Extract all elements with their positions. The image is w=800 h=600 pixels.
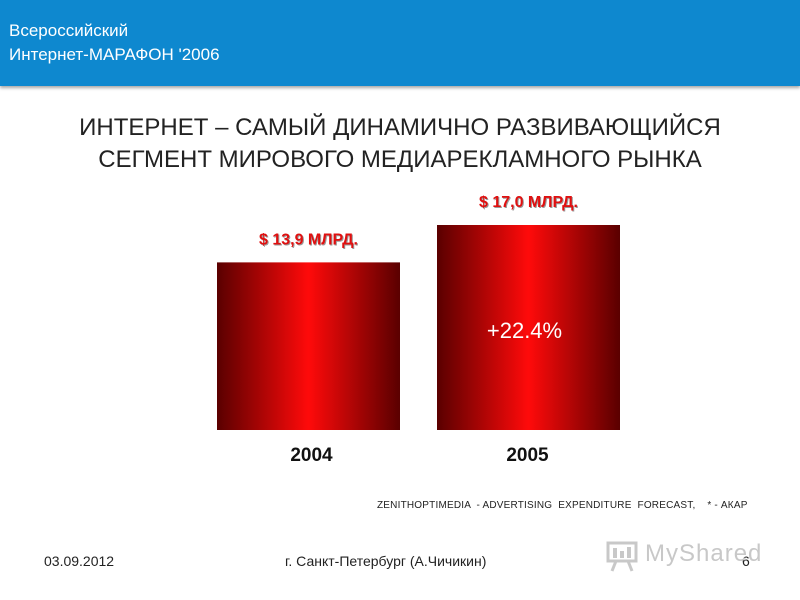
slide-title-line2: СЕГМЕНТ МИРОВОГО МЕДИАРЕКЛАМНОГО РЫНКА [98,146,702,173]
x-tick-label-2005: 2005 [506,445,549,466]
myshared-logo: MyShared [605,536,765,576]
presentation-board-icon [606,541,638,572]
header-title-line2: Интернет-МАРАФОН '2006 [9,45,220,64]
footer-date: 03.09.2012 [44,553,115,569]
growth-annotation: +22.4% [487,318,562,343]
header-title-line1: Всероссийский [9,21,129,40]
bar-2005 [437,225,620,430]
data-label-2004: $ 13,9 МЛРД. [259,231,358,248]
data-label-2005: $ 17,0 МЛРД. [479,194,578,211]
header-bar: Всероссийский Интернет-МАРАФОН '2006 [0,0,800,86]
bar-chart: $ 13,9 МЛРД.$ 13,9 МЛРД.2004$ 17,0 МЛРД.… [217,194,620,466]
data-label-shadow-2005: $ 17,0 МЛРД. [480,195,579,212]
logo-text: MyShared [645,540,763,567]
page-number: 6 [742,553,750,569]
slide-title: ИНТЕРНЕТ – САМЫЙ ДИНАМИЧНО РАЗВИВАЮЩИЙСЯ… [0,112,800,176]
bar-2004 [217,262,400,430]
x-tick-label-2004: 2004 [290,445,333,466]
footer-city: г. Санкт-Петербург (А.Чичикин) [285,553,487,569]
source-note: ZENITHOPTIMEDIA - ADVERTISING EXPENDITUR… [377,500,748,511]
data-label-shadow-2004: $ 13,9 МЛРД. [260,232,359,249]
slide-title-line1: ИНТЕРНЕТ – САМЫЙ ДИНАМИЧНО РАЗВИВАЮЩИЙСЯ [79,114,721,141]
